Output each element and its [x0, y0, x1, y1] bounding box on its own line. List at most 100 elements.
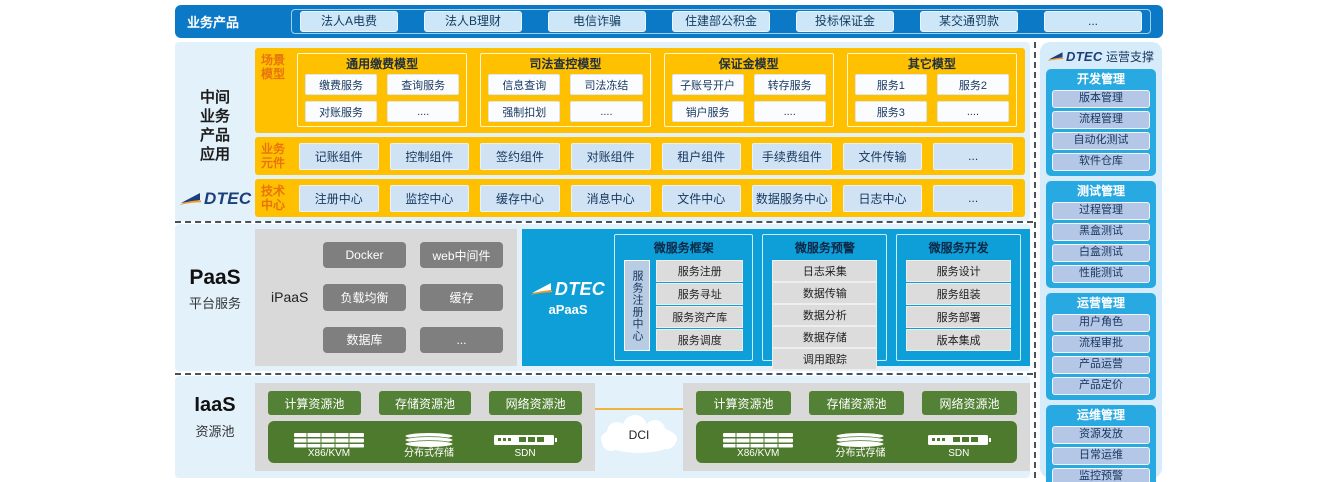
resource-pools: 计算资源池 存储资源池 网络资源池 [255, 383, 595, 415]
ipaas-boxes: Docker web中间件 负载均衡 缓存 数据库... [323, 242, 503, 353]
scene-service-item: 销户服务 [671, 101, 744, 122]
scene-model-label: 场景模型 [261, 53, 286, 81]
scene-service-item: .... [936, 101, 1009, 122]
tech-centers-block: 技术中心 注册中心 监控中心 缓存中心 消息中心 文件中心 数据服务中心 日志中心... [255, 179, 1025, 217]
apaas-panel: DTEC aPaaS 微服务框架 服务注册中心 服务注册 服务寻址 服务资产库 服务调… [522, 229, 1030, 370]
server-rack-icon [294, 433, 364, 448]
ops-item: 监控预警 [1052, 468, 1150, 482]
scene-group-items: 缴费服务 查询服务 对账服务.... [303, 73, 461, 122]
infra-banner: X86/KVM 分布式存储 [696, 421, 1017, 463]
ops-item: 白盒测试 [1052, 244, 1150, 262]
alert-item: 数据存储 [772, 326, 878, 348]
middle-section-title-line: 应用 [199, 146, 230, 163]
resource-pool: 网络资源池 [922, 391, 1017, 415]
business-component-item: 租户组件 [661, 142, 742, 170]
ops-item: 性能测试 [1052, 265, 1150, 283]
scene-group-items: 服务1 服务2 服务3.... [853, 73, 1011, 122]
tech-center-item: 监控中心 [389, 184, 470, 212]
ops-section-title: 运营管理 [1076, 296, 1125, 310]
dev-items: 服务设计 服务组装 服务部署 版本集成 [906, 260, 1011, 351]
scene-service-item: 转存服务 [753, 74, 826, 95]
scene-model-block: 场景模型 通用缴费模型 缴费服务 查询服务 对账服务.... 司法查控模型 信息查询… [255, 48, 1025, 133]
resource-pool: 计算资源池 [268, 391, 361, 415]
iaas-cluster-right: 计算资源池 存储资源池 网络资源池 X86/KVM 分布式存储 [683, 383, 1030, 471]
scene-service-item: .... [753, 101, 826, 122]
dtec-logo-text: DTEC [554, 278, 606, 299]
dci-label: DCI [628, 428, 650, 442]
ops-section: 测试管理 过程管理 黑盒测试 白盒测试 性能测试 [1046, 181, 1156, 288]
iaas-subtitle: 资源池 [195, 424, 235, 439]
framework-item: 服务注册 [656, 260, 744, 282]
infra-label: 分布式存储 [404, 448, 454, 459]
scene-service-item: 对账服务 [305, 101, 378, 122]
infra-label: X86/KVM [307, 448, 351, 459]
resource-pool: 存储资源池 [378, 391, 472, 415]
infra-x86kvm: X86/KVM [293, 432, 365, 460]
ipaas-box: web中间件 [420, 242, 503, 269]
middle-business-section: 中间 业务 产品 应用 DTEC 场景模型 通用缴费模型 缴费服务 查询 [175, 42, 1030, 221]
business-component-item: 控制组件 [389, 142, 470, 170]
server-rack-icon [723, 433, 794, 448]
middle-section-title-line: 产品 [199, 127, 230, 144]
dtec-swoosh-icon [1048, 51, 1064, 61]
scene-service-item: 子账号开户 [671, 74, 744, 95]
dev-item: 服务部署 [906, 306, 1011, 328]
dev-column-body: 服务设计 服务组装 服务部署 版本集成 [897, 259, 1020, 360]
ops-item: 流程审批 [1052, 335, 1150, 353]
business-component-item: 记账组件 [299, 142, 379, 170]
microservice-dev-column: 微服务开发 服务设计 服务组装 服务部署 版本集成 [896, 234, 1021, 361]
scene-service-item: 服务2 [936, 74, 1009, 95]
ipaas-panel: iPaaS Docker web中间件 负载均衡 缓存 数据库... [255, 229, 517, 366]
business-components-block: 业务元件 记账组件 控制组件 签约组件 对账组件 租户组件 手续费组件 文件传输... [255, 137, 1025, 175]
column-title: 微服务预警 [794, 241, 855, 255]
dtec-logo: DTEC [1048, 49, 1103, 64]
alert-item: 调用跟踪 [772, 348, 878, 370]
iaas-title: IaaS [194, 394, 236, 416]
business-product-item: ... [1044, 11, 1142, 32]
ops-section-items: 用户角色 流程审批 产品运营 产品定价 [1052, 314, 1150, 395]
dtec-logo-text: DTEC [1066, 49, 1103, 64]
scene-service-item: 服务3 [854, 101, 927, 122]
dev-item: 服务组装 [906, 283, 1011, 305]
infra-storage: 分布式存储 [834, 432, 886, 460]
ops-support-panel: DTEC 运营支撑 开发管理 版本管理 流程管理 自动化测试 软件仓库 测试管理 过程… [1040, 42, 1162, 482]
infra-x86kvm: X86/KVM [722, 432, 794, 460]
scene-group-title: 保证金模型 [718, 57, 779, 71]
tech-center-item: 注册中心 [299, 184, 379, 212]
service-registry-center: 服务注册中心 [624, 260, 650, 351]
business-product-item: 法人B理财 [424, 11, 522, 32]
scene-model-group: 保证金模型 子账号开户 转存服务 销户服务.... [663, 53, 834, 127]
business-components-label: 业务元件 [261, 142, 286, 170]
ops-section: 开发管理 版本管理 流程管理 自动化测试 软件仓库 [1046, 69, 1156, 176]
apaas-columns: 微服务框架 服务注册中心 服务注册 服务寻址 服务资产库 服务调度 微服务预警 日志采… [614, 229, 1030, 370]
middle-section-side: 中间 业务 产品 应用 DTEC [175, 42, 255, 221]
infra-sdn: SDN [927, 432, 991, 460]
ipaas-label: iPaaS [271, 289, 309, 305]
tech-center-item: 文件中心 [661, 184, 742, 212]
dev-item: 服务设计 [906, 260, 1011, 282]
scene-model-group: 通用缴费模型 缴费服务 查询服务 对账服务.... [297, 53, 468, 127]
business-component-item: 手续费组件 [752, 142, 832, 170]
framework-item: 服务调度 [656, 329, 744, 351]
infra-storage: 分布式存储 [403, 432, 455, 460]
paas-subtitle: 平台服务 [188, 296, 241, 311]
middle-section-title-line: 业务 [199, 108, 230, 125]
divider-main-sidebar [1034, 42, 1036, 478]
alert-item: 日志采集 [772, 260, 878, 282]
scene-group-items: 子账号开户 转存服务 销户服务.... [670, 73, 828, 122]
resource-pool: 网络资源池 [489, 391, 583, 415]
ops-item: 日常运维 [1052, 447, 1150, 465]
scene-group-title: 其它模型 [907, 57, 956, 71]
divider-paas-iaas [175, 373, 1033, 375]
ops-item: 产品定价 [1052, 377, 1150, 395]
alert-item: 数据分析 [772, 304, 878, 326]
infra-label: 分布式存储 [835, 448, 886, 459]
ops-item: 用户角色 [1052, 314, 1150, 332]
ops-section-title: 运维管理 [1076, 408, 1125, 422]
microservice-framework-column: 微服务框架 服务注册中心 服务注册 服务寻址 服务资产库 服务调度 [614, 234, 754, 361]
resource-pools: 计算资源池 存储资源池 网络资源池 [683, 383, 1030, 415]
business-component-item: 对账组件 [570, 142, 651, 170]
dev-item: 版本集成 [906, 329, 1011, 351]
scene-service-item: 司法冻结 [570, 74, 643, 95]
scene-service-item: 缴费服务 [305, 74, 378, 95]
